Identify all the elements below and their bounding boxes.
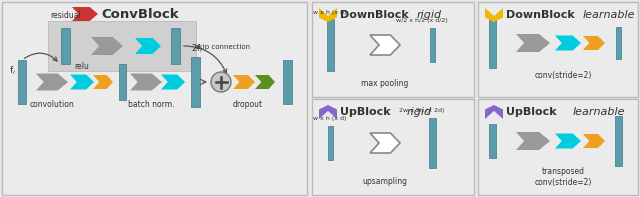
Text: 2w x 2h (x 2d): 2w x 2h (x 2d): [399, 108, 445, 113]
Text: ConvBlock: ConvBlock: [101, 7, 179, 20]
Text: convolution: convolution: [29, 100, 74, 109]
Text: w x h (x d): w x h (x d): [314, 116, 347, 121]
Bar: [328, 126, 333, 160]
Text: DownBlock: DownBlock: [506, 10, 575, 20]
Text: upsampling: upsampling: [362, 177, 408, 186]
FancyArrowPatch shape: [24, 53, 57, 61]
Bar: [2, 2, 307, 195]
Polygon shape: [583, 36, 605, 50]
Polygon shape: [91, 37, 123, 55]
Text: UpBlock: UpBlock: [506, 107, 557, 117]
Bar: [429, 118, 435, 168]
Text: DownBlock: DownBlock: [340, 10, 409, 20]
Polygon shape: [319, 105, 337, 119]
Bar: [429, 28, 435, 62]
Polygon shape: [370, 133, 400, 153]
Bar: [48, 21, 196, 71]
Polygon shape: [36, 73, 68, 90]
Polygon shape: [135, 38, 161, 54]
Text: w x h (x d): w x h (x d): [314, 10, 347, 15]
Polygon shape: [370, 35, 400, 55]
Text: rigid: rigid: [407, 107, 432, 117]
Polygon shape: [130, 73, 162, 90]
Text: residual: residual: [50, 11, 81, 20]
Polygon shape: [72, 7, 98, 21]
Text: max pooling: max pooling: [362, 78, 409, 87]
Polygon shape: [485, 105, 503, 119]
Bar: [312, 2, 474, 97]
Polygon shape: [583, 134, 605, 148]
Polygon shape: [255, 75, 275, 89]
Text: transposed
conv(stride=2): transposed conv(stride=2): [534, 167, 592, 187]
Bar: [191, 57, 200, 107]
Polygon shape: [233, 75, 255, 89]
Bar: [326, 19, 333, 71]
Text: conv(stride=2): conv(stride=2): [534, 71, 592, 80]
Polygon shape: [555, 134, 581, 149]
Text: w/2 x h/2 (x d/2): w/2 x h/2 (x d/2): [396, 18, 448, 23]
Bar: [18, 60, 26, 104]
Polygon shape: [516, 132, 550, 150]
Polygon shape: [555, 35, 581, 50]
Text: dropout: dropout: [233, 100, 263, 109]
Text: UpBlock: UpBlock: [340, 107, 390, 117]
Bar: [616, 27, 621, 59]
Bar: [170, 28, 179, 64]
Bar: [478, 99, 638, 195]
Bar: [312, 99, 474, 195]
Text: relu: relu: [75, 62, 90, 71]
Text: batch norm.: batch norm.: [128, 100, 174, 109]
Bar: [614, 116, 621, 166]
Text: f$_i$: f$_i$: [9, 64, 16, 77]
Polygon shape: [93, 75, 113, 89]
Bar: [61, 28, 70, 64]
Circle shape: [211, 72, 231, 92]
Text: rigid: rigid: [417, 10, 442, 20]
Text: skip connection: skip connection: [195, 44, 250, 50]
Bar: [282, 60, 291, 104]
Text: learnable: learnable: [583, 10, 636, 20]
Bar: [118, 64, 125, 100]
Polygon shape: [319, 8, 337, 22]
Polygon shape: [485, 8, 503, 22]
Text: learnable: learnable: [573, 107, 625, 117]
Polygon shape: [70, 74, 94, 89]
Bar: [488, 124, 495, 158]
Bar: [488, 18, 495, 68]
Polygon shape: [516, 34, 550, 52]
FancyArrowPatch shape: [184, 46, 227, 73]
Polygon shape: [161, 74, 185, 89]
Text: 2f$_i$: 2f$_i$: [191, 43, 203, 55]
Bar: [478, 2, 638, 97]
